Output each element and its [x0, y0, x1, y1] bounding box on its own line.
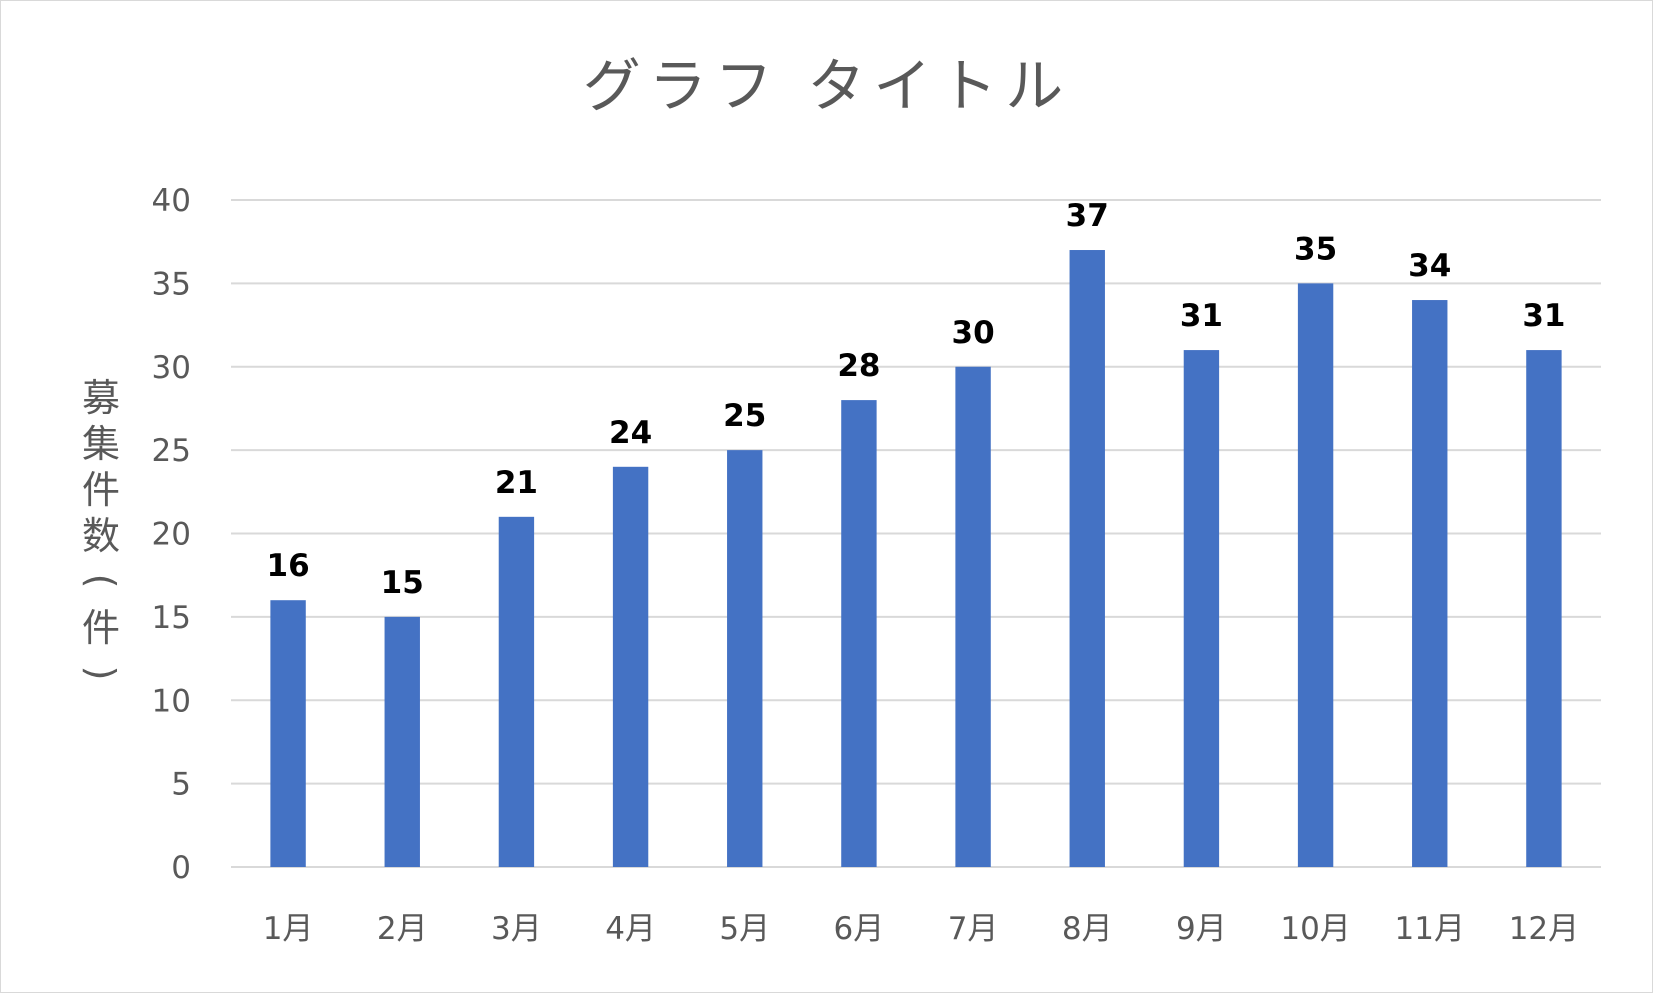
bar — [1297, 283, 1334, 867]
bar — [1412, 300, 1448, 867]
x-tick-label: 4月 — [605, 911, 656, 947]
data-labels: 16 15 21 24 25 28 30 37 31 35 34 31 — [267, 198, 1566, 601]
bar — [1069, 250, 1105, 867]
data-label: 31 — [1180, 298, 1223, 334]
bar — [384, 616, 420, 867]
data-label: 21 — [495, 465, 538, 501]
x-tick-label: 9月 — [1176, 911, 1227, 947]
y-axis-ticks: 0 5 10 15 20 25 30 35 40 — [152, 183, 191, 886]
x-tick-label: 8月 — [1062, 911, 1113, 947]
x-tick-label: 10月 — [1280, 911, 1350, 947]
data-label: 24 — [609, 415, 652, 451]
data-label: 35 — [1294, 231, 1337, 267]
y-axis-title-char: 集 — [82, 422, 120, 466]
x-tick-label: 3月 — [491, 911, 542, 947]
bar — [955, 366, 991, 867]
y-axis-title-char: 件 — [82, 606, 120, 650]
data-label: 15 — [381, 565, 424, 601]
y-axis-title-char: 数 — [82, 514, 120, 558]
data-label: 37 — [1066, 198, 1109, 234]
y-tick-label: 10 — [152, 683, 191, 719]
y-tick-label: 20 — [152, 517, 191, 553]
y-axis-title-char: ( — [79, 574, 123, 589]
x-tick-label: 1月 — [263, 911, 314, 947]
bar — [841, 400, 877, 867]
data-label: 31 — [1522, 298, 1565, 334]
data-label: 34 — [1408, 248, 1451, 284]
bar — [727, 450, 763, 867]
data-label: 16 — [267, 548, 310, 584]
bars — [270, 250, 1562, 867]
y-tick-label: 5 — [171, 767, 191, 803]
y-tick-label: 0 — [171, 850, 191, 886]
bar — [1183, 350, 1220, 867]
bar — [1526, 350, 1562, 867]
x-tick-label: 5月 — [719, 911, 770, 947]
x-tick-label: 7月 — [948, 911, 999, 947]
y-axis-title-char: 募 — [82, 376, 120, 420]
data-label: 30 — [952, 315, 995, 351]
y-axis-title-char: ) — [79, 666, 123, 681]
gridlines — [231, 199, 1601, 868]
y-axis-title-char: 件 — [82, 468, 120, 512]
x-tick-label: 2月 — [377, 911, 428, 947]
x-axis-ticks: 1月 2月 3月 4月 5月 6月 7月 8月 9月 10月 11月 12月 — [263, 911, 1579, 947]
y-tick-label: 35 — [152, 266, 191, 302]
x-tick-label: 11月 — [1395, 911, 1465, 947]
data-label: 28 — [837, 348, 880, 384]
x-tick-label: 12月 — [1509, 911, 1579, 947]
chart-title: グラフ タイトル — [583, 52, 1071, 120]
y-tick-label: 30 — [152, 350, 191, 386]
bar — [612, 466, 649, 867]
x-tick-label: 6月 — [834, 911, 885, 947]
data-label: 25 — [723, 398, 766, 434]
bar — [498, 516, 535, 867]
bar — [270, 600, 306, 867]
y-tick-label: 25 — [152, 433, 191, 469]
y-tick-label: 40 — [152, 183, 191, 219]
y-tick-label: 15 — [152, 600, 191, 636]
